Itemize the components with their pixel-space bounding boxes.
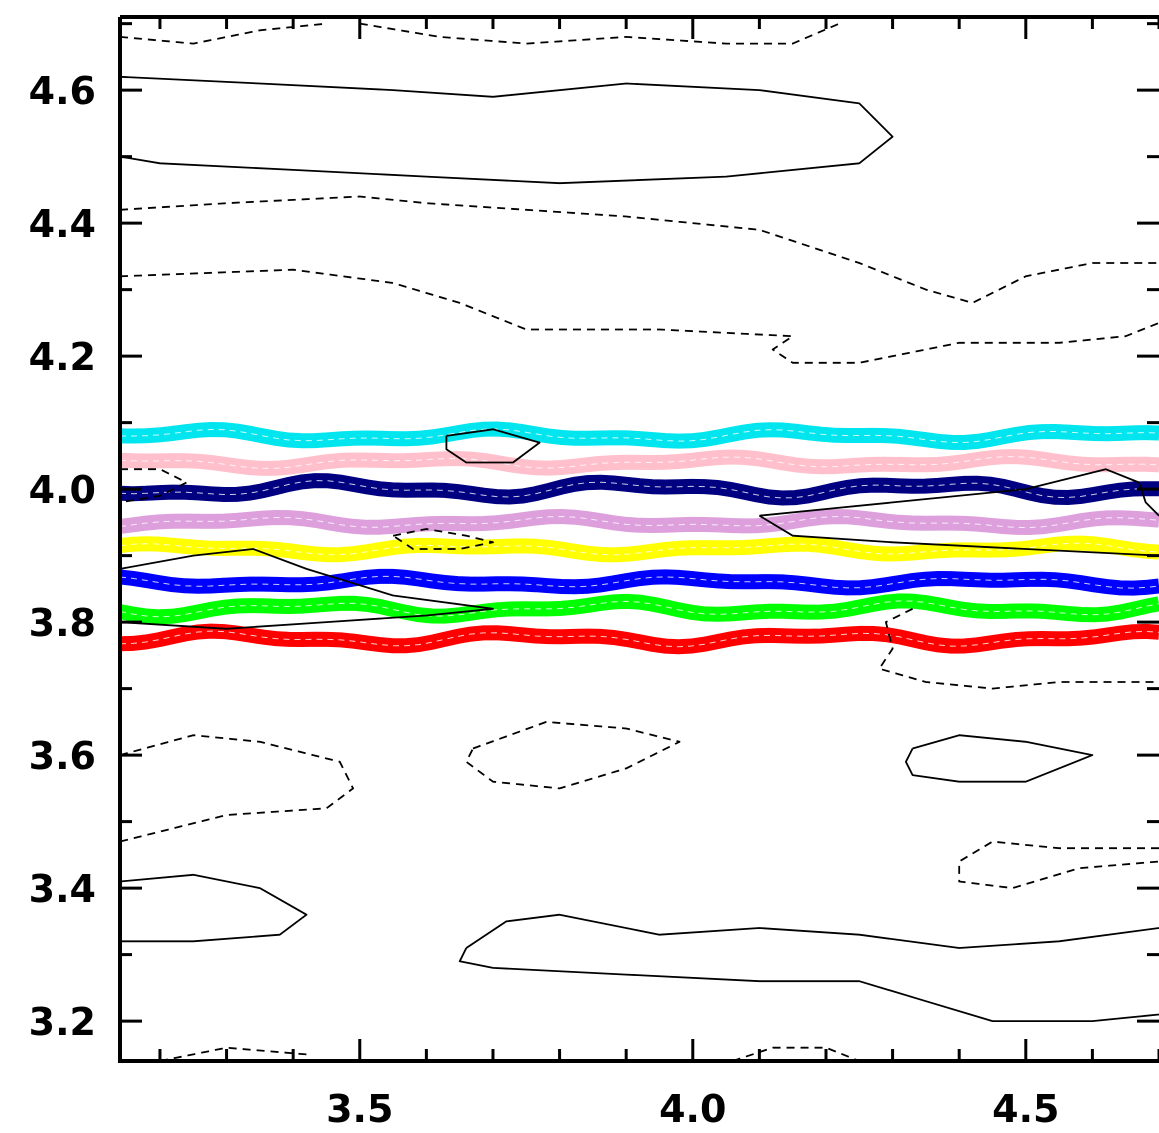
contour-line-14: [465, 721, 681, 790]
contour-line-13: [120, 734, 354, 843]
contour-line-5: [120, 268, 1159, 364]
x-tick-label: 3.5: [326, 1087, 393, 1131]
contour-line-16: [958, 840, 1159, 889]
x-tick-label: 4.5: [992, 1087, 1059, 1131]
contour-line-21: [732, 1046, 860, 1061]
contour-line-19: [458, 947, 1159, 1022]
plot-background: [120, 17, 1159, 1061]
y-tick-label: 3.6: [29, 734, 96, 778]
color-band-6-centerline: [120, 575, 1159, 589]
y-tick-label: 3.4: [29, 867, 96, 911]
contour-line-8: [759, 468, 1159, 517]
y-tick-label: 4.6: [29, 69, 96, 113]
color-band-1-centerline: [120, 428, 1159, 444]
contour-line-12: [878, 607, 1159, 690]
color-band-8-centerline: [120, 630, 1159, 648]
color-band-5-centerline: [120, 542, 1159, 556]
contour-line-3: [120, 75, 894, 185]
contour-line-18: [465, 913, 1159, 949]
axis-ticks: [120, 17, 1159, 1061]
color-band-3-centerline: [120, 480, 1159, 499]
contour-line-17: [120, 873, 308, 943]
color-bands: [120, 421, 1159, 655]
x-tick-label: 4.0: [659, 1087, 726, 1131]
y-tick-label: 4.2: [29, 335, 96, 379]
contour-line-15: [905, 734, 1094, 783]
y-tick-label: 3.2: [29, 1000, 96, 1044]
contour-line-11: [120, 548, 494, 630]
y-tick-label: 3.8: [29, 601, 96, 645]
tick-labels: 3.2 3.4 3.6 3.8 4.0 4.2 4.4 4.6 3.5 4.0 4.5: [29, 69, 1060, 1131]
y-tick-label: 4.0: [29, 468, 96, 512]
color-band-4-centerline: [120, 515, 1159, 529]
contour-line-7: [120, 468, 188, 504]
color-band-7-centerline: [120, 600, 1159, 618]
color-band-2-centerline: [120, 456, 1159, 469]
contour-line-9: [758, 514, 1159, 557]
y-tick-label: 4.4: [29, 202, 96, 246]
contour-line-4: [120, 195, 1159, 304]
contour-line-10: [392, 528, 494, 550]
contour-line-2: [359, 22, 840, 45]
contour-line-6: [445, 428, 541, 464]
